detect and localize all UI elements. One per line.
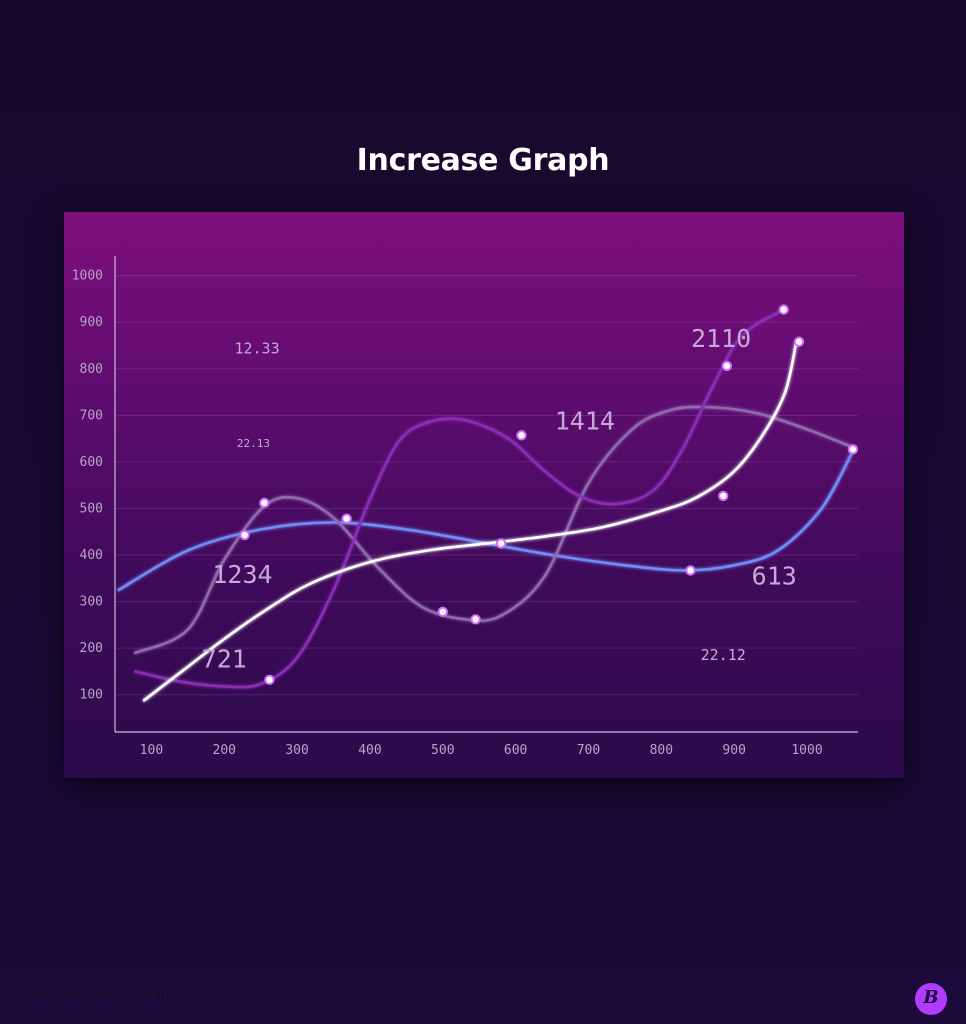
annotation-label-8: 22.12 (701, 646, 746, 664)
x-tick-label-700: 700 (577, 743, 600, 758)
chart-title: Increase Graph (356, 143, 610, 178)
grid-lines (115, 275, 858, 696)
series-line-1 (117, 446, 856, 592)
series-1-point-2 (495, 538, 507, 549)
series-3-point-3 (516, 430, 527, 441)
y-tick-label-1000: 1000 (72, 269, 103, 284)
series-4-point-2 (793, 336, 805, 347)
series-3-point-4 (721, 360, 733, 372)
series-line-4 (142, 341, 798, 702)
annotation-label-4: 721 (202, 645, 247, 674)
series-1-point-1 (239, 529, 250, 541)
y-tick-label-300: 300 (80, 595, 103, 610)
series-lines (117, 309, 856, 702)
annotation-label-3: 1234 (212, 560, 272, 589)
brand-logo: B (915, 983, 947, 1015)
y-tick-label-900: 900 (80, 315, 103, 330)
y-tick-label-600: 600 (80, 455, 103, 470)
y-tick-label-700: 700 (80, 408, 103, 423)
series-2-point-3 (470, 614, 481, 625)
annotation-label-6: 2110 (691, 324, 751, 353)
series-1-point-3 (685, 565, 696, 576)
x-tick-label-1000: 1000 (791, 743, 822, 758)
x-tick-label-600: 600 (504, 743, 527, 758)
x-tick-label-200: 200 (213, 743, 236, 758)
series-1-point-4 (847, 444, 859, 455)
annotation-label-5: 1414 (555, 406, 615, 435)
axes: 100 200 300 400 500 600 700 800 900 1000 100 200 300… (72, 256, 858, 758)
chart-plot: 100 200 300 400 500 600 700 800 900 1000 100 200 300… (72, 256, 859, 758)
y-tick-label-100: 100 (80, 688, 103, 703)
series-3-point-1 (264, 674, 275, 686)
y-tick-label-500: 500 (80, 501, 103, 516)
brand-logo-text: B (923, 987, 939, 1008)
annotation-label-7: 613 (752, 561, 797, 590)
series-3-point-5 (778, 304, 789, 315)
x-tick-label-400: 400 (358, 743, 381, 758)
credit-text: BBOMBBOM in Urbanbrush (32, 988, 207, 1003)
data-markers (239, 304, 859, 686)
chart-panel: 100 200 300 400 500 600 700 800 900 1000 100 200 300… (64, 212, 904, 778)
annotations: 12.33 22.13 1234 721 1414 2110 613 22.12 (202, 324, 797, 674)
x-tick-label-300: 300 (285, 743, 308, 758)
y-tick-label-400: 400 (80, 548, 103, 563)
annotation-label-2: 22.13 (237, 437, 270, 450)
x-tick-label-900: 900 (722, 743, 745, 758)
series-2-point-2 (437, 606, 448, 618)
y-tick-label-200: 200 (80, 641, 103, 656)
series-3-point-2 (341, 513, 352, 524)
series-2-point-1 (259, 497, 270, 509)
x-tick-label-800: 800 (650, 743, 673, 758)
annotation-label-1: 12.33 (234, 339, 279, 357)
series-line-2 (134, 405, 856, 655)
y-tick-label-800: 800 (80, 362, 103, 377)
series-line-3 (134, 309, 783, 689)
x-tick-label-500: 500 (431, 743, 454, 758)
x-tick-label-100: 100 (140, 743, 163, 758)
series-4-point-1 (718, 490, 729, 502)
